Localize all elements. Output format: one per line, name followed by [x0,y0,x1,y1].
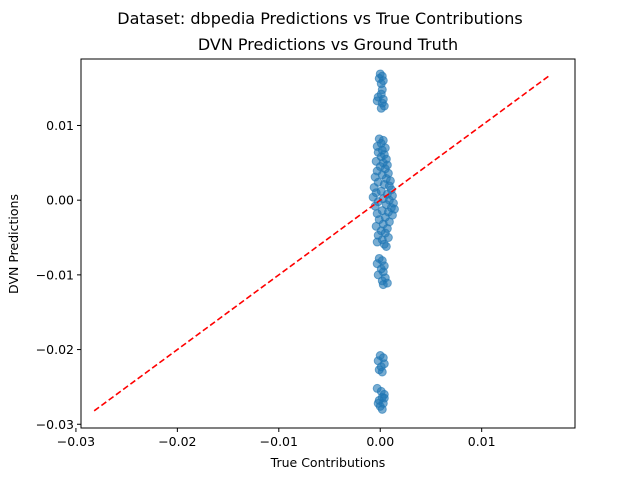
y-tick-label: −0.03 [36,417,74,432]
x-tick-label: −0.02 [158,434,196,449]
axis-ticks: −0.03 −0.02 −0.01 0.00 0.01 −0.03 −0.02 −0.01 0.… [36,118,496,449]
chart-title: DVN Predictions vs Ground Truth [198,35,458,54]
data-point [378,280,388,290]
y-tick-label: −0.02 [36,342,74,357]
plot-frame [80,58,576,429]
y-tick-label: −0.01 [36,267,74,282]
reference-line [93,74,551,412]
x-axis-label: True Contributions [270,455,386,470]
data-point [381,241,391,251]
x-tick-label: −0.01 [260,434,298,449]
y-tick-label: 0.00 [46,193,74,208]
plot-area [93,69,551,414]
y-axis-label: DVN Predictions [6,194,21,294]
x-tick-label: 0.01 [468,434,496,449]
data-point [379,393,389,403]
chart-suptitle: Dataset: dbpedia Predictions vs True Con… [117,9,522,28]
x-tick-label: 0.00 [366,434,394,449]
y-tick-label: 0.01 [46,118,74,133]
data-point [373,398,383,408]
data-point [376,103,386,113]
data-point [377,367,387,377]
x-tick-label: −0.03 [57,434,95,449]
